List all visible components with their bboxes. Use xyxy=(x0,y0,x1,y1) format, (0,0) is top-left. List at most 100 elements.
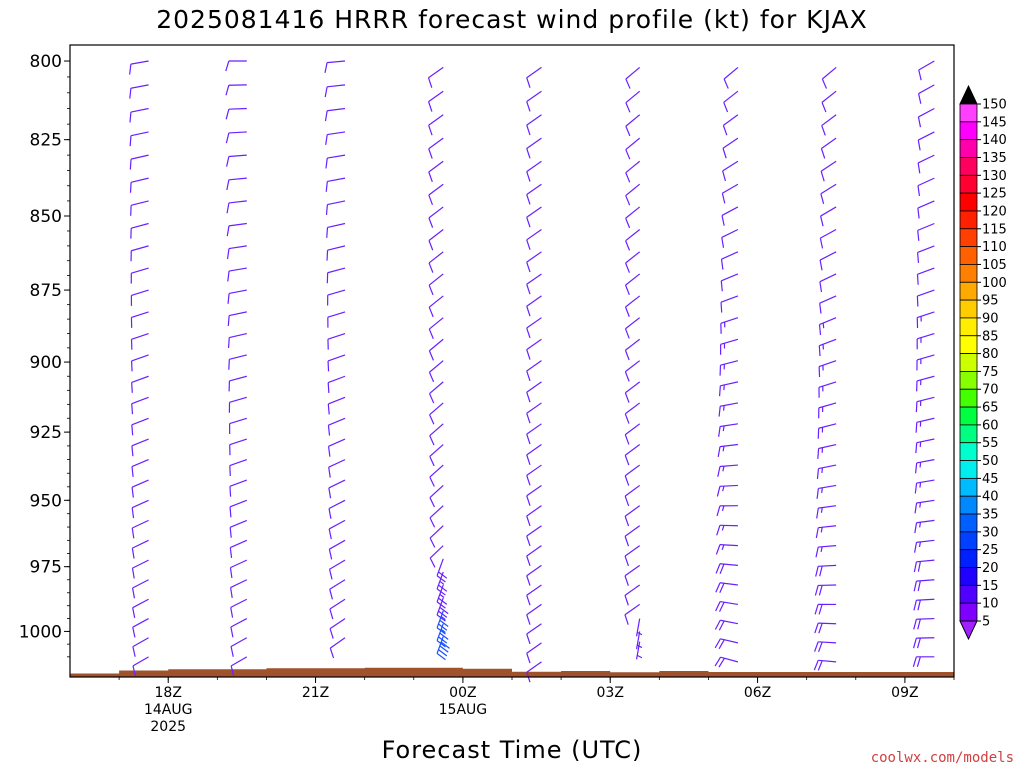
barb-shaft xyxy=(131,354,149,362)
barb-half-feather xyxy=(721,505,725,512)
barb-feather xyxy=(438,649,448,657)
barb-feather xyxy=(429,456,435,467)
barb-shaft xyxy=(132,637,149,648)
barb-shaft xyxy=(229,499,248,508)
barb-shaft xyxy=(329,618,346,630)
barb-feather xyxy=(526,595,531,606)
barb-shaft xyxy=(625,273,641,286)
barb-feather xyxy=(327,446,331,457)
barb-shaft xyxy=(229,438,247,446)
wind-barb xyxy=(324,84,346,98)
barb-half-feather xyxy=(722,446,725,452)
barb-shaft xyxy=(429,505,444,519)
barb-shaft xyxy=(436,636,444,654)
barb-shaft xyxy=(720,638,739,644)
barb-feather xyxy=(328,508,332,519)
barb-feather xyxy=(624,328,630,339)
barb-shaft xyxy=(428,251,444,264)
barb-feather xyxy=(624,595,629,606)
x-tick-label: 14AUG xyxy=(144,702,193,718)
barb-feather xyxy=(718,426,721,437)
wind-barb xyxy=(624,464,641,486)
colorbar-label: 40 xyxy=(982,490,999,505)
y-tick-label: 925 xyxy=(30,423,62,443)
barb-feather xyxy=(132,627,136,638)
y-tick-label: 850 xyxy=(30,207,62,227)
wind-barb xyxy=(226,154,247,167)
barb-feather xyxy=(625,102,631,113)
barb-feather xyxy=(131,466,134,478)
colorbar-top-arrow xyxy=(959,84,978,105)
colorbar-bottom-arrow xyxy=(959,620,978,641)
barb-feather xyxy=(917,580,921,592)
colorbar-label: 75 xyxy=(982,365,999,380)
barb-feather xyxy=(324,86,328,98)
barb-shaft xyxy=(818,641,837,644)
wind-barb xyxy=(818,402,837,419)
wind-barb xyxy=(821,90,837,113)
wind-barb xyxy=(428,90,444,112)
colorbar-label: 5 xyxy=(982,615,990,630)
wind-barb xyxy=(624,295,641,317)
barb-shaft xyxy=(229,519,248,528)
wind-barb xyxy=(820,206,837,227)
wind-barb xyxy=(327,289,346,306)
wind-barb xyxy=(328,539,346,560)
barb-feather xyxy=(912,656,917,668)
barb-feather xyxy=(327,403,330,415)
barb-shaft xyxy=(526,525,542,537)
y-tick-label: 900 xyxy=(30,353,62,373)
barb-shaft xyxy=(719,544,738,547)
colorbar-label: 115 xyxy=(982,222,1007,237)
wind-barb xyxy=(131,438,149,457)
wind-barb xyxy=(816,484,837,499)
wind-barb xyxy=(912,656,935,668)
barb-shaft xyxy=(228,200,247,204)
wind-barb xyxy=(916,311,935,328)
barb-feather xyxy=(912,637,917,649)
wind-barb xyxy=(428,317,444,339)
barb-feather xyxy=(129,64,132,75)
barb-shaft xyxy=(526,623,542,635)
wind-barb xyxy=(229,499,248,518)
wind-barb xyxy=(716,524,738,536)
barb-feather xyxy=(428,125,433,136)
wind-barb xyxy=(526,505,542,527)
barb-shaft xyxy=(526,360,542,372)
barb-shaft xyxy=(228,154,247,158)
barb-feather xyxy=(131,548,135,559)
wind-barb xyxy=(526,484,542,506)
colorbar-swatch xyxy=(959,602,978,622)
barb-feather xyxy=(429,517,436,528)
barb-feather xyxy=(624,516,630,527)
barb-half-feather xyxy=(722,405,725,411)
barb-feather xyxy=(526,535,531,547)
barb-feather xyxy=(325,204,328,215)
wind-barb xyxy=(329,637,346,659)
barb-shaft xyxy=(436,584,444,603)
wind-barb xyxy=(227,332,247,348)
barb-feather xyxy=(916,656,921,668)
wind-barb xyxy=(815,545,837,558)
barb-shaft xyxy=(916,559,935,563)
barb-shaft xyxy=(526,295,542,307)
barb-shaft xyxy=(130,200,149,206)
colorbar-swatch xyxy=(959,424,978,444)
barb-shaft xyxy=(429,464,444,478)
barb-feather xyxy=(327,425,331,436)
barb-shaft xyxy=(625,229,641,242)
wind-barb xyxy=(429,423,444,446)
barb-feather xyxy=(526,575,531,586)
barb-shaft xyxy=(917,245,935,254)
barb-shaft xyxy=(328,499,346,510)
barb-feather xyxy=(229,486,232,497)
barb-feather xyxy=(428,350,434,361)
wind-barbs xyxy=(129,60,935,683)
wind-barb-strong xyxy=(436,558,448,583)
barb-shaft xyxy=(624,423,641,436)
barb-shaft xyxy=(228,177,247,181)
wind-barb xyxy=(917,154,935,174)
barb-feather xyxy=(225,85,230,96)
wind-barb xyxy=(228,354,247,370)
